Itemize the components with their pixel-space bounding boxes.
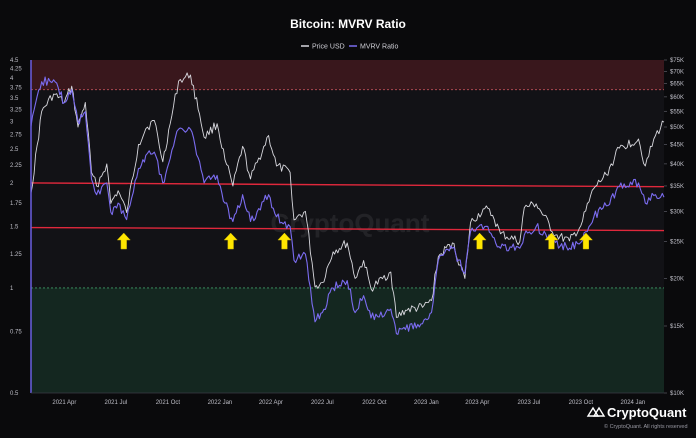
y-right-tick-label: $70K — [670, 69, 684, 75]
x-tick-label: 2022 Apr — [259, 400, 283, 406]
y-right-tick-label: $50K — [670, 125, 684, 131]
y-left-tick-label: 1.5 — [10, 225, 19, 231]
y-left-tick-label: 2.75 — [10, 133, 22, 139]
x-tick-label: 2023 Apr — [465, 400, 489, 406]
y-right-tick-label: $55K — [670, 109, 684, 115]
x-tick-label: 2023 Oct — [569, 400, 594, 406]
chart-title: Bitcoin: MVRV Ratio — [290, 17, 406, 31]
y-left-tick-label: 4.5 — [10, 58, 19, 64]
legend-label-mvrv: MVRV Ratio — [360, 44, 398, 51]
y-right-tick-label: $25K — [670, 240, 684, 246]
support-line-1 — [30, 182, 665, 188]
x-tick-label: 2021 Apr — [52, 400, 76, 406]
x-tick-label: 2022 Jan — [208, 400, 233, 406]
y-left-tick-label: 1.75 — [10, 201, 22, 207]
y-right-tick-label: $65K — [670, 82, 684, 88]
y-left-tick-label: 3.75 — [10, 86, 22, 92]
arrow-marker-5 — [544, 232, 559, 250]
x-tick-label: 2022 Jul — [311, 400, 334, 406]
watermark-text: CryptoQuant — [271, 208, 430, 238]
y-right-tick-label: $15K — [670, 324, 684, 330]
support-line-2 — [30, 226, 665, 232]
arrow-marker-3 — [277, 232, 292, 250]
y-left-tick-label: 2.25 — [10, 163, 22, 169]
arrow-marker-4 — [472, 232, 487, 250]
y-left-tick-label: 3 — [10, 119, 14, 125]
x-tick-label: 2023 Jul — [517, 400, 540, 406]
y-left-tick-label: 3.5 — [10, 96, 19, 102]
arrow-marker-2 — [223, 232, 238, 250]
y-right-tick-label: $60K — [670, 95, 684, 101]
y-left-tick-label: 1.25 — [10, 252, 22, 258]
y-right-tick-label: $10K — [670, 391, 684, 397]
x-tick-label: 2021 Jul — [105, 400, 128, 406]
series-mvrv-line — [30, 76, 665, 335]
zone-undervalued — [31, 287, 664, 393]
y-right-tick-label: $30K — [670, 209, 684, 215]
legend: Price USD MVRV Ratio — [301, 44, 398, 51]
legend-label-price: Price USD — [312, 44, 345, 51]
y-right-tick-label: $20K — [670, 276, 684, 282]
y-right-tick-label: $45K — [670, 142, 684, 148]
arrow-marker-6 — [578, 232, 594, 250]
arrow-marker-1 — [116, 232, 131, 250]
copyright-text: © CryptoQuant. All rights reserved — [604, 423, 688, 430]
y-left-tick-label: 3.25 — [10, 107, 22, 113]
x-tick-label: 2021 Oct — [156, 400, 181, 406]
x-tick-label: 2022 Oct — [362, 400, 387, 406]
cryptoquant-logo-icon — [586, 406, 606, 417]
x-tick-label: 2024 Jan — [621, 400, 646, 406]
y-left-tick-label: 0.75 — [10, 330, 22, 336]
y-right-tick-label: $35K — [670, 184, 684, 190]
y-left-tick-label: 1 — [10, 286, 14, 292]
y-left-tick-label: 2 — [10, 181, 14, 187]
series-price-line — [30, 72, 665, 318]
y-right-tick-label: $75K — [670, 58, 684, 64]
logo-text: CryptoQuant — [607, 405, 687, 420]
y-right-tick-label: $40K — [670, 162, 684, 168]
zone-overvalued — [31, 60, 664, 90]
y-left-tick-label: 0.5 — [10, 391, 19, 397]
x-tick-label: 2023 Jan — [414, 400, 439, 406]
cryptoquant-logo: CryptoQuant © CryptoQuant. All rights re… — [586, 405, 688, 430]
y-left-tick-label: 4 — [10, 76, 14, 82]
y-left-tick-label: 2.5 — [10, 147, 19, 153]
y-left-tick-label: 4.25 — [10, 67, 22, 73]
